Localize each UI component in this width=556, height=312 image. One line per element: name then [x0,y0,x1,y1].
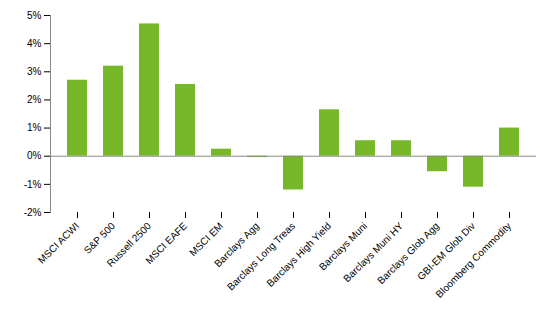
svg-text:Barclays Glob Agg: Barclays Glob Agg [375,220,441,286]
svg-text:S&P 500: S&P 500 [82,220,118,256]
svg-text:Russell 2500: Russell 2500 [104,220,154,269]
svg-text:2%: 2% [27,94,42,105]
svg-text:MSCI EM: MSCI EM [187,220,225,258]
svg-text:1%: 1% [27,122,42,133]
svg-text:0%: 0% [27,150,42,161]
svg-text:-2%: -2% [24,207,42,218]
svg-text:Barclays High Yield: Barclays High Yield [264,220,333,289]
svg-text:-1%: -1% [24,179,42,190]
svg-text:Bloomberg Commodity: Bloomberg Commodity [433,220,513,300]
svg-text:MSCI EAFE: MSCI EAFE [143,220,189,266]
svg-text:5%: 5% [27,10,42,21]
svg-text:MSCI ACWI: MSCI ACWI [36,220,81,265]
svg-text:Barclays Agg: Barclays Agg [212,220,262,270]
svg-text:GBI-EM Glob Div: GBI-EM Glob Div [415,220,478,283]
svg-text:Barclays Muni HY: Barclays Muni HY [341,220,405,284]
svg-text:4%: 4% [27,38,42,49]
svg-text:Barclays Long Treas: Barclays Long Treas [225,220,297,292]
svg-text:3%: 3% [27,66,42,77]
